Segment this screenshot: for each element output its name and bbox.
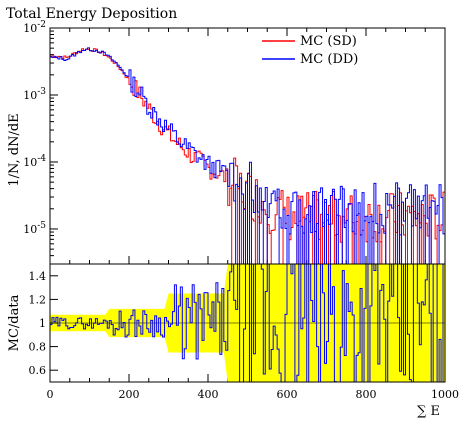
bottom-y-tick-label: 0.6 — [29, 364, 47, 377]
legend-label-dd: MC (DD) — [300, 52, 358, 67]
top-y-tick-label: 10-2 — [23, 20, 46, 35]
x-tick-label: 400 — [198, 388, 219, 401]
top-y-tick-label: 10-4 — [23, 154, 46, 169]
x-tick-label: 1000 — [431, 388, 459, 401]
bottom-plot-frame-overlay — [49, 263, 446, 383]
x-tick-label: 800 — [356, 388, 377, 401]
x-tick-label: 600 — [277, 388, 298, 401]
legend: MC (SD) MC (DD) — [262, 34, 358, 67]
top-y-axis-label: 1/N, dN/dE — [7, 113, 22, 186]
x-tick-label: 200 — [119, 388, 140, 401]
bottom-y-axis-label: MC/data — [7, 294, 22, 351]
bottom-y-tick-label: 1.2 — [29, 293, 47, 306]
x-axis-label: ∑ E — [417, 404, 440, 419]
ratio-line — [50, 263, 445, 383]
bottom-y-tick-label: 1 — [39, 317, 46, 330]
legend-label-sd: MC (SD) — [300, 34, 357, 49]
chart-title: Total Energy Deposition — [6, 6, 177, 22]
x-tick-label: 0 — [47, 388, 54, 401]
top-y-tick-label: 10-3 — [23, 87, 46, 102]
bottom-y-tick-label: 0.8 — [29, 341, 47, 354]
series-dd-line — [50, 47, 446, 264]
bottom-y-tick-label: 1.4 — [29, 270, 47, 283]
top-y-tick-label: 10-5 — [23, 221, 46, 236]
